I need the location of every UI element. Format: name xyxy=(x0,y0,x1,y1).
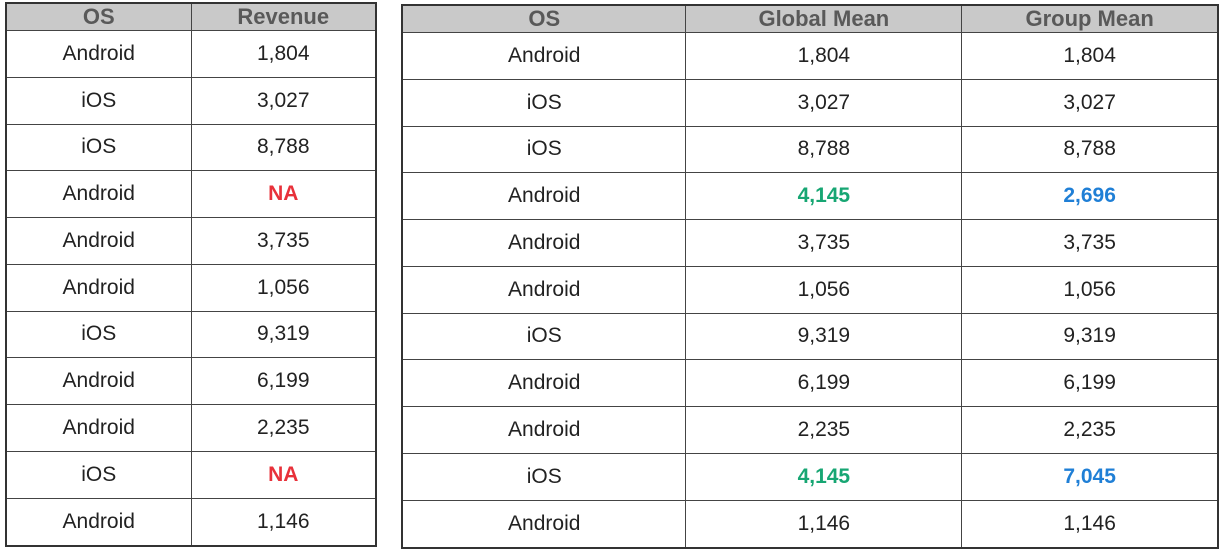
group-mean-cell: 6,199 xyxy=(961,359,1219,408)
revenue-cell: NA xyxy=(190,170,377,219)
os-cell: Android xyxy=(5,357,192,406)
table-row: Android 6,199 xyxy=(5,357,377,406)
table-row: iOS 3,027 3,027 xyxy=(401,78,1219,127)
os-cell: Android xyxy=(401,32,687,80)
group-mean-cell: 7,045 xyxy=(961,452,1219,501)
global-mean-cell: 1,146 xyxy=(685,499,963,549)
group-mean-cell: 1,804 xyxy=(961,32,1219,80)
group-mean-cell: 1,146 xyxy=(961,499,1219,549)
os-cell: Android xyxy=(401,219,687,267)
revenue-cell: 2,235 xyxy=(190,404,377,452)
global-mean-cell: 3,735 xyxy=(685,219,963,267)
revenue-cell: 1,146 xyxy=(190,497,377,547)
table-row: Android 1,146 1,146 xyxy=(401,499,1219,549)
os-cell: Android xyxy=(5,170,192,219)
os-cell: iOS xyxy=(401,312,687,361)
revenue-table: OS Revenue Android 1,804 iOS 3,027 iOS 8,788 A… xyxy=(5,2,377,547)
os-cell: iOS xyxy=(5,123,192,172)
os-cell: iOS xyxy=(5,310,192,359)
global-mean-cell: 6,199 xyxy=(685,359,963,408)
os-cell: iOS xyxy=(5,450,192,499)
os-cell: iOS xyxy=(5,76,192,125)
global-mean-cell: 1,056 xyxy=(685,265,963,314)
column-header-os: OS xyxy=(401,4,687,33)
header-row: OS Revenue xyxy=(5,2,377,31)
os-cell: Android xyxy=(5,217,192,265)
table-row: Android 2,235 xyxy=(5,404,377,452)
group-mean-cell: 3,735 xyxy=(961,219,1219,267)
group-mean-cell: 3,027 xyxy=(961,78,1219,127)
revenue-cell: NA xyxy=(190,450,377,499)
column-header-group-mean: Group Mean xyxy=(961,4,1219,33)
global-mean-cell: 8,788 xyxy=(685,125,963,174)
os-cell: iOS xyxy=(401,125,687,174)
revenue-cell: 8,788 xyxy=(190,123,377,172)
revenue-cell: 9,319 xyxy=(190,310,377,359)
os-cell: Android xyxy=(401,265,687,314)
global-mean-cell: 2,235 xyxy=(685,406,963,454)
table-row: iOS 9,319 9,319 xyxy=(401,312,1219,361)
revenue-cell: 6,199 xyxy=(190,357,377,406)
group-mean-cell: 1,056 xyxy=(961,265,1219,314)
group-mean-cell: 9,319 xyxy=(961,312,1219,361)
column-header-os: OS xyxy=(5,2,192,31)
global-mean-cell: 4,145 xyxy=(685,452,963,501)
global-mean-cell: 4,145 xyxy=(685,172,963,221)
table-row: Android 1,804 1,804 xyxy=(401,32,1219,80)
revenue-cell: 3,735 xyxy=(190,217,377,265)
os-cell: iOS xyxy=(401,78,687,127)
table-row: iOS NA xyxy=(5,450,377,499)
global-mean-cell: 1,804 xyxy=(685,32,963,80)
global-mean-cell: 3,027 xyxy=(685,78,963,127)
table-row: iOS 4,145 7,045 xyxy=(401,452,1219,501)
table-row: iOS 3,027 xyxy=(5,76,377,125)
table-row: Android NA xyxy=(5,170,377,219)
os-cell: iOS xyxy=(401,452,687,501)
table-row: Android 1,146 xyxy=(5,497,377,547)
table-row: Android 3,735 3,735 xyxy=(401,219,1219,267)
table-row: Android 6,199 6,199 xyxy=(401,359,1219,408)
os-cell: Android xyxy=(5,497,192,547)
revenue-cell: 1,804 xyxy=(190,30,377,78)
group-mean-cell: 8,788 xyxy=(961,125,1219,174)
os-cell: Android xyxy=(5,263,192,312)
imputed-revenue-table: OS Global Mean Group Mean Android 1,804 1,… xyxy=(401,4,1219,549)
os-cell: Android xyxy=(5,30,192,78)
group-mean-cell: 2,235 xyxy=(961,406,1219,454)
table-row: Android 4,145 2,696 xyxy=(401,172,1219,221)
global-mean-cell: 9,319 xyxy=(685,312,963,361)
table-row: Android 1,804 xyxy=(5,30,377,78)
group-mean-cell: 2,696 xyxy=(961,172,1219,221)
os-cell: Android xyxy=(5,404,192,452)
header-row: OS Global Mean Group Mean xyxy=(401,4,1219,33)
column-header-revenue: Revenue xyxy=(190,2,377,31)
table-row: Android 1,056 1,056 xyxy=(401,265,1219,314)
table-row: Android 2,235 2,235 xyxy=(401,406,1219,454)
os-cell: Android xyxy=(401,406,687,454)
column-header-global-mean: Global Mean xyxy=(685,4,963,33)
revenue-cell: 3,027 xyxy=(190,76,377,125)
table-row: iOS 8,788 xyxy=(5,123,377,172)
table-row: Android 1,056 xyxy=(5,263,377,312)
table-row: Android 3,735 xyxy=(5,217,377,265)
os-cell: Android xyxy=(401,172,687,221)
table-row: iOS 9,319 xyxy=(5,310,377,359)
table-row: iOS 8,788 8,788 xyxy=(401,125,1219,174)
os-cell: Android xyxy=(401,359,687,408)
revenue-cell: 1,056 xyxy=(190,263,377,312)
os-cell: Android xyxy=(401,499,687,549)
